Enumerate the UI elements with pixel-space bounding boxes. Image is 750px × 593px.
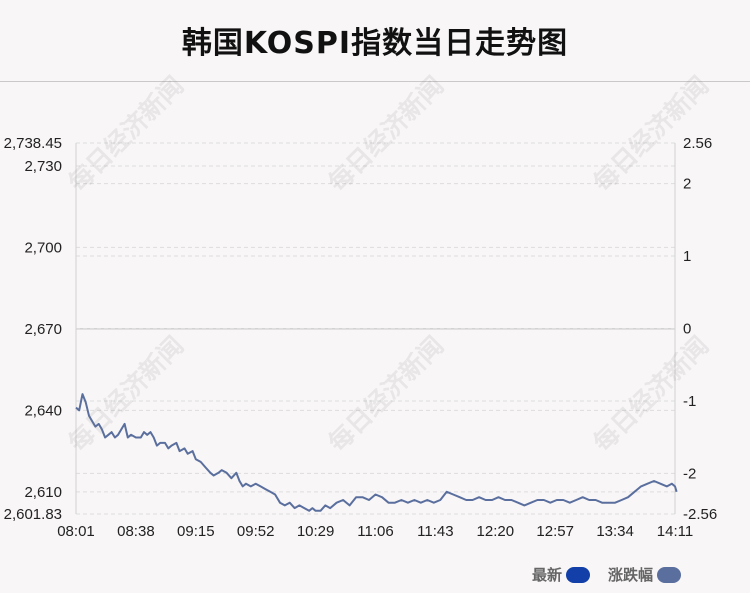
- legend-swatch-change: [657, 566, 682, 583]
- y-right-tick-label-0: 2.56: [683, 135, 712, 152]
- x-tick-label-6: 11:43: [417, 523, 453, 540]
- x-tick-label-10: 14:11: [657, 523, 693, 540]
- y-left-tick-label-1: 2,730: [24, 158, 62, 175]
- legend-swatch-latest: [566, 566, 591, 583]
- y-left-tick-label-4: 2,640: [24, 402, 62, 419]
- legend-label-change: 涨跌幅: [608, 566, 654, 584]
- legend-label-latest: 最新: [532, 566, 563, 584]
- y-left-tick-label-5: 2,610: [24, 484, 62, 501]
- x-tick-label-5: 11:06: [357, 523, 393, 540]
- x-tick-label-3: 09:52: [237, 523, 275, 540]
- axis-layer: 2,738.45 2,730 2,700 2,670 2,640 2,610 2,601.8…: [4, 135, 718, 540]
- series-layer: [75, 393, 678, 512]
- grid-layer: [76, 142, 675, 515]
- x-tick-label-1: 08:38: [117, 523, 155, 540]
- y-right-tick-label-1: 2: [683, 176, 691, 193]
- x-tick-label-8: 12:57: [536, 523, 574, 540]
- chart-title: 韩国KOSPI指数当日走势图: [181, 26, 569, 61]
- x-tick-label-2: 09:15: [177, 523, 215, 540]
- y-left-tick-label-0: 2,738.45: [4, 135, 62, 152]
- y-right-tick-label-2: 1: [683, 248, 691, 265]
- y-right-tick-label-4: -1: [683, 393, 696, 410]
- x-tick-label-0: 08:01: [57, 523, 95, 540]
- legend-item-change[interactable]: 涨跌幅: [608, 564, 682, 585]
- x-tick-label-9: 13:34: [596, 523, 634, 540]
- title-divider: [0, 81, 750, 82]
- y-right-tick-label-6: -2.56: [683, 506, 717, 523]
- y-right-tick-label-5: -2: [683, 465, 696, 482]
- y-left-tick-label-2: 2,700: [24, 239, 62, 256]
- legend-item-latest[interactable]: 最新: [532, 564, 591, 585]
- x-tick-label-4: 10:29: [297, 523, 335, 540]
- y-left-tick-label-3: 2,670: [24, 321, 62, 338]
- y-right-tick-label-3: 0: [683, 321, 691, 338]
- series-line-0: [75, 393, 678, 512]
- x-tick-label-7: 12:20: [477, 523, 515, 540]
- y-left-tick-label-6: 2,601.83: [4, 506, 62, 523]
